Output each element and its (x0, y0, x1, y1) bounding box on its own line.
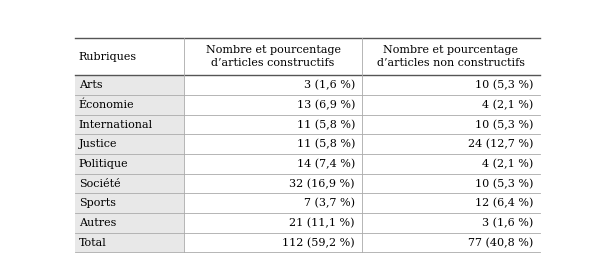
Bar (75, 38, 540, 75)
Bar (362, 174, 540, 193)
Text: Sports: Sports (79, 198, 116, 208)
Bar (75, 115, 184, 134)
Text: 7 (3,7 %): 7 (3,7 %) (304, 198, 355, 208)
Text: Arts: Arts (79, 80, 103, 90)
Text: Total: Total (79, 238, 106, 248)
Bar (75, 154, 184, 174)
Text: Rubriques: Rubriques (79, 52, 137, 62)
Bar (362, 134, 540, 154)
Text: 10 (5,3 %): 10 (5,3 %) (475, 179, 533, 189)
Text: 4 (2,1 %): 4 (2,1 %) (482, 159, 533, 169)
Bar (184, 213, 362, 233)
Bar (75, 193, 184, 213)
Bar (184, 95, 362, 115)
Bar (184, 75, 362, 95)
Text: 3 (1,6 %): 3 (1,6 %) (482, 218, 533, 228)
Text: 4 (2,1 %): 4 (2,1 %) (482, 100, 533, 110)
Bar (75, 95, 184, 115)
Text: 112 (59,2 %): 112 (59,2 %) (283, 237, 355, 248)
Text: Économie: Économie (79, 100, 134, 110)
Bar (75, 213, 184, 233)
Text: 11 (5,8 %): 11 (5,8 %) (296, 119, 355, 130)
Bar (362, 95, 540, 115)
Bar (184, 154, 362, 174)
Bar (75, 134, 184, 154)
Text: Politique: Politique (79, 159, 128, 169)
Text: 77 (40,8 %): 77 (40,8 %) (468, 237, 533, 248)
Text: Nombre et pourcentage
d’articles non constructifs: Nombre et pourcentage d’articles non con… (377, 45, 525, 68)
Text: 14 (7,4 %): 14 (7,4 %) (296, 159, 355, 169)
Text: 11 (5,8 %): 11 (5,8 %) (296, 139, 355, 150)
Text: 10 (5,3 %): 10 (5,3 %) (475, 119, 533, 130)
Text: 32 (16,9 %): 32 (16,9 %) (289, 179, 355, 189)
Bar (75, 233, 184, 252)
Text: 13 (6,9 %): 13 (6,9 %) (296, 100, 355, 110)
Text: 21 (11,1 %): 21 (11,1 %) (289, 218, 355, 228)
Bar (184, 174, 362, 193)
Bar (362, 213, 540, 233)
Text: Société: Société (79, 179, 121, 189)
Text: Justice: Justice (79, 139, 117, 149)
Text: 12 (6,4 %): 12 (6,4 %) (475, 198, 533, 208)
Text: 10 (5,3 %): 10 (5,3 %) (475, 80, 533, 90)
Text: Nombre et pourcentage
d’articles constructifs: Nombre et pourcentage d’articles constru… (206, 45, 341, 68)
Bar (75, 174, 184, 193)
Text: International: International (79, 120, 153, 129)
Text: 24 (12,7 %): 24 (12,7 %) (467, 139, 533, 150)
Bar (362, 75, 540, 95)
Bar (184, 115, 362, 134)
Bar (75, 75, 184, 95)
Bar (362, 154, 540, 174)
Bar (184, 193, 362, 213)
Bar (184, 134, 362, 154)
Text: Autres: Autres (79, 218, 116, 228)
Bar (362, 233, 540, 252)
Bar (184, 233, 362, 252)
Bar (362, 193, 540, 213)
Text: 3 (1,6 %): 3 (1,6 %) (304, 80, 355, 90)
Bar (362, 115, 540, 134)
